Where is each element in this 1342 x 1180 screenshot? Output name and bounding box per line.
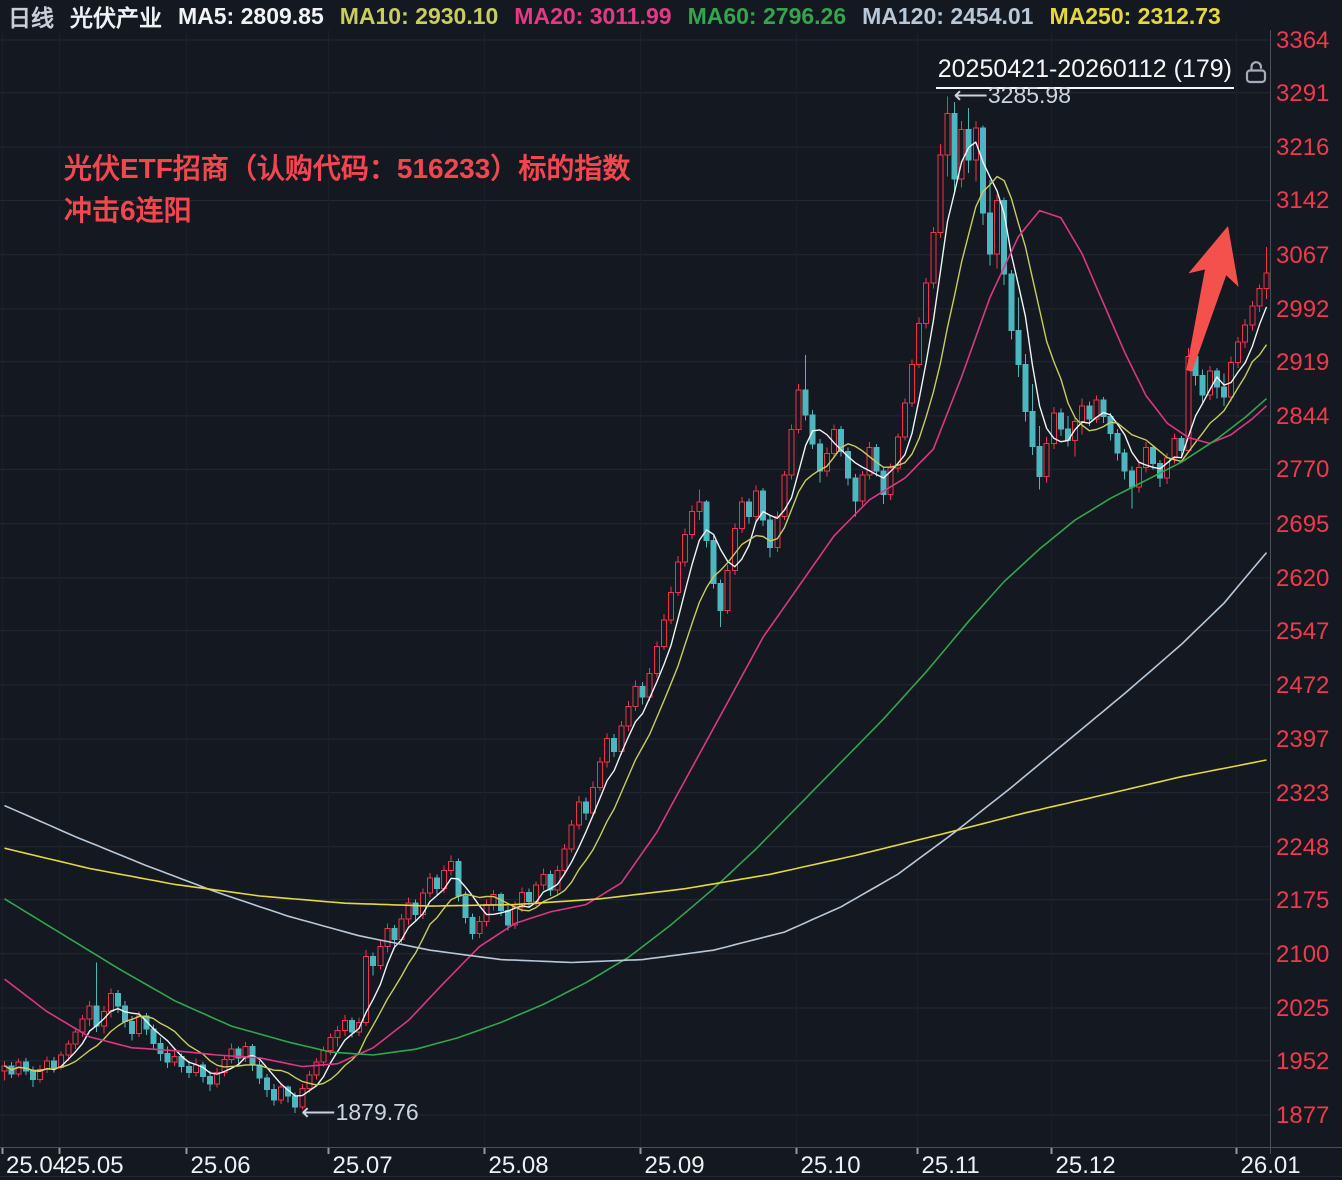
ma10-value: MA10: 2930.10 <box>339 2 499 29</box>
y-axis-label: 2323 <box>1276 779 1330 807</box>
month-label: 25.10 <box>800 1152 861 1179</box>
range-selector[interactable]: 20250421-20260112 (179) <box>935 55 1270 89</box>
month-label: 25.12 <box>1055 1152 1116 1179</box>
y-axis-label: 2175 <box>1276 886 1330 914</box>
month-label: 26.01 <box>1240 1152 1301 1179</box>
month-label: 25.08 <box>488 1152 549 1179</box>
y-axis-label: 2472 <box>1276 671 1330 699</box>
y-axis-label: 2248 <box>1276 833 1330 861</box>
ma250-value: MA250: 2312.73 <box>1049 2 1221 29</box>
symbol-label[interactable]: 光伏产业 <box>70 5 162 31</box>
ma5-line <box>4 141 1268 1097</box>
ma5-value: MA5: 2809.85 <box>178 2 324 29</box>
open-lock-icon[interactable] <box>1242 58 1270 86</box>
y-axis-label: 2620 <box>1276 564 1330 592</box>
ma20-value: MA20: 3011.99 <box>514 2 672 29</box>
ma60-value: MA60: 2796.26 <box>687 2 847 29</box>
y-axis-label: 1952 <box>1276 1047 1330 1075</box>
ma10-line <box>4 175 1268 1086</box>
period-label[interactable]: 日线 <box>8 5 54 31</box>
y-axis-label: 3216 <box>1276 133 1330 161</box>
y-axis-label: 2547 <box>1276 617 1330 645</box>
high-callout: ⟵ 3285.98 <box>953 81 1071 110</box>
low-value: 1879.76 <box>335 1099 419 1125</box>
date-range-text[interactable]: 20250421-20260112 (179) <box>935 55 1234 89</box>
left-arrow-icon: ⟵ <box>953 82 987 110</box>
month-label: 25.07 <box>332 1152 393 1179</box>
ma250-line <box>4 759 1267 907</box>
y-axis-label: 2844 <box>1276 402 1330 430</box>
annotation-text: 光伏ETF招商（认购代码：516233）标的指数 冲击6连阳 <box>64 148 630 232</box>
up-arrow-annotation <box>1186 226 1239 372</box>
y-axis-label: 3067 <box>1276 241 1330 269</box>
y-axis-label: 1877 <box>1276 1102 1330 1129</box>
ma120-value: MA120: 2454.01 <box>862 2 1034 29</box>
ma-legend: MA5: 2809.85 MA10: 2930.10 MA20: 3011.99 MA… <box>178 3 1221 30</box>
y-axis-label: 3364 <box>1276 27 1330 54</box>
y-axis-label: 2100 <box>1276 940 1330 968</box>
month-label: 25.11 <box>921 1152 980 1179</box>
annotation-line2: 冲击6连阳 <box>64 195 192 226</box>
y-axis-label: 2770 <box>1276 456 1330 484</box>
ma120-line <box>4 552 1268 964</box>
left-arrow-icon: ⟵ <box>301 1099 335 1126</box>
y-axis-label: 2992 <box>1276 295 1330 323</box>
chart-header: 日线 光伏产业 MA5: 2809.85 MA10: 2930.10 MA20: 3… <box>8 2 1221 32</box>
low-callout: ⟵ 1879.76 <box>301 1098 419 1127</box>
y-axis-label: 2025 <box>1276 995 1330 1022</box>
y-axis-label: 3291 <box>1276 79 1330 107</box>
month-label: 25.04 <box>6 1152 67 1179</box>
y-axis-label: 2919 <box>1276 348 1330 376</box>
high-value: 3285.98 <box>987 82 1071 109</box>
annotation-line1: 光伏ETF招商（认购代码：516233）标的指数 <box>64 153 631 184</box>
month-label: 25.09 <box>644 1152 705 1179</box>
month-label: 25.06 <box>190 1152 251 1179</box>
ma60-line <box>4 397 1268 1056</box>
month-label: 25.05 <box>63 1152 124 1179</box>
y-axis-label: 3142 <box>1276 187 1330 215</box>
y-axis-label: 2397 <box>1276 726 1330 754</box>
y-axis-label: 2695 <box>1276 510 1330 538</box>
ma20-line <box>4 209 1268 1068</box>
